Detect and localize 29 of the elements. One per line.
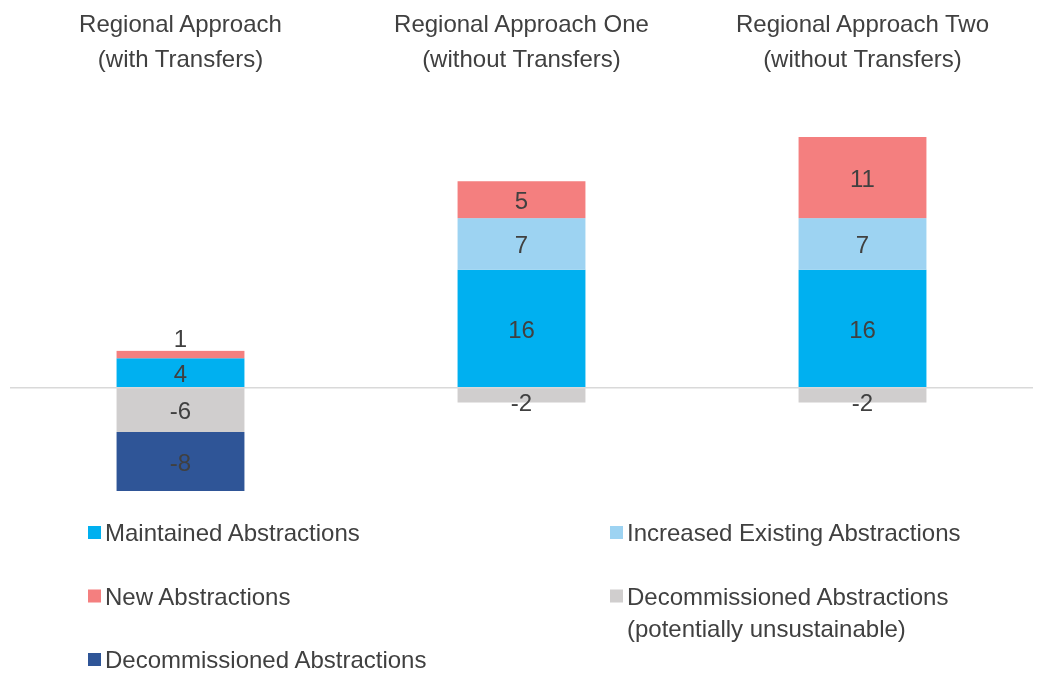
bar xyxy=(798,137,927,219)
legend-label: Maintained Abstractions xyxy=(105,519,360,546)
data-label: 16 xyxy=(508,315,535,343)
bar xyxy=(798,269,927,388)
bar xyxy=(457,218,586,270)
legend-label: New Abstractions xyxy=(105,582,291,610)
data-label: -6 xyxy=(169,396,192,424)
legend-label: Decommissioned Abstractions (potentially unsustainable) xyxy=(627,582,949,642)
data-label: -2 xyxy=(510,388,533,416)
data-label: 7 xyxy=(514,230,529,258)
data-label: 7 xyxy=(855,230,870,258)
x-tick-label: Regional Approach One (without Transfers) xyxy=(394,10,649,72)
data-label: 1 xyxy=(173,324,188,352)
legend-label: Decommissioned Abstractions xyxy=(105,646,427,673)
bar xyxy=(457,181,586,219)
data-label: -8 xyxy=(169,448,192,476)
legend-label: Increased Existing Abstractions xyxy=(627,519,961,546)
data-label: 11 xyxy=(850,164,875,192)
bar xyxy=(798,218,927,270)
data-label: 5 xyxy=(514,186,529,214)
x-tick-label: Regional Approach (with Transfers) xyxy=(79,10,282,72)
data-label: 16 xyxy=(849,315,876,343)
bar xyxy=(116,432,245,491)
data-label: -2 xyxy=(851,388,874,416)
x-tick-label: Regional Approach Two (without Transfers) xyxy=(735,10,990,72)
bar xyxy=(457,269,586,388)
data-label: 4 xyxy=(173,360,188,387)
bar xyxy=(116,358,245,388)
bar xyxy=(116,350,245,359)
